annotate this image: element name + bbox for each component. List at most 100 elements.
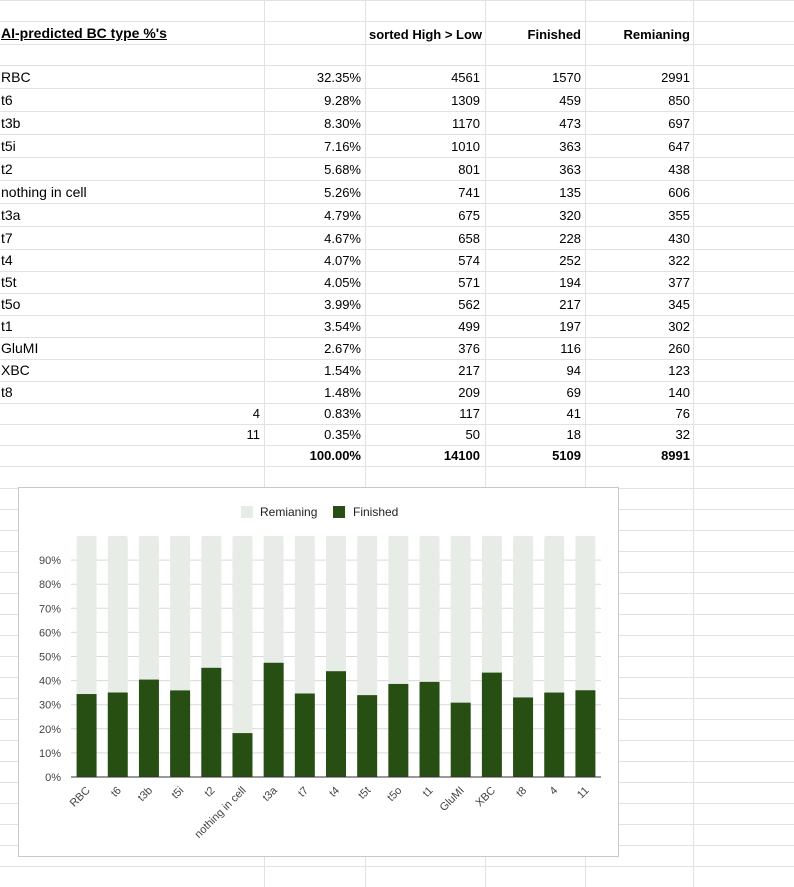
header-finished[interactable]: Finished — [527, 27, 581, 42]
row-finished[interactable]: 1570 — [552, 70, 581, 85]
stacked-bar-chart[interactable]: 0% 10% 20% 30% 40% 50% 60% 70% 80% 90% RBC t6 t3b t5i… — [18, 487, 619, 857]
row-percent[interactable]: 1.54% — [324, 363, 361, 378]
row-percent[interactable]: 7.16% — [324, 139, 361, 154]
row-sorted[interactable]: 376 — [458, 341, 480, 356]
row-finished[interactable]: 69 — [566, 385, 581, 400]
row-sorted[interactable]: 50 — [465, 427, 480, 442]
row-finished[interactable]: 194 — [559, 275, 581, 290]
sheet-title[interactable]: AI-predicted BC type %'s — [1, 25, 167, 41]
row-remaining[interactable]: 850 — [668, 93, 690, 108]
bar-remaining — [294, 536, 315, 694]
row-finished[interactable]: 228 — [559, 231, 581, 246]
row-label[interactable]: t2 — [1, 161, 13, 177]
row-percent[interactable]: 0.83% — [324, 406, 361, 421]
row-remaining[interactable]: 430 — [668, 231, 690, 246]
row-label[interactable]: t5t — [1, 274, 17, 290]
row-remaining[interactable]: 302 — [668, 319, 690, 334]
row-remaining[interactable]: 647 — [668, 139, 690, 154]
row-remaining[interactable]: 355 — [668, 208, 690, 223]
row-label[interactable]: nothing in cell — [1, 184, 87, 200]
row-label[interactable]: t5o — [1, 296, 21, 312]
row-percent[interactable]: 3.99% — [324, 297, 361, 312]
row-label[interactable]: GluMI — [1, 340, 39, 356]
row-label[interactable]: t5i — [1, 138, 16, 154]
row-finished[interactable]: 18 — [566, 427, 581, 442]
row-percent[interactable]: 1.48% — [324, 385, 361, 400]
row-remaining[interactable]: 438 — [668, 162, 690, 177]
row-label[interactable]: RBC — [1, 69, 31, 85]
row-sorted[interactable]: 658 — [458, 231, 480, 246]
row-finished[interactable]: 197 — [559, 319, 581, 334]
row-finished[interactable]: 473 — [559, 116, 581, 131]
bar-finished — [419, 681, 440, 777]
row-percent[interactable]: 4.07% — [324, 253, 361, 268]
row-percent[interactable]: 32.35% — [316, 70, 361, 85]
row-sorted[interactable]: 574 — [458, 253, 480, 268]
row-sorted[interactable]: 499 — [458, 319, 480, 334]
row-remaining[interactable]: 322 — [668, 253, 690, 268]
row-finished[interactable]: 135 — [559, 185, 581, 200]
row-remaining[interactable]: 76 — [675, 406, 690, 421]
row-sorted[interactable]: 4561 — [451, 70, 480, 85]
row-remaining[interactable]: 123 — [668, 363, 690, 378]
row-remaining[interactable]: 606 — [668, 185, 690, 200]
row-sorted[interactable]: 1309 — [451, 93, 480, 108]
row-percent[interactable]: 4.79% — [324, 208, 361, 223]
total-percent[interactable]: 100.00% — [309, 448, 361, 463]
row-remaining[interactable]: 697 — [668, 116, 690, 131]
row-remaining[interactable]: 140 — [668, 385, 690, 400]
row-sorted[interactable]: 1010 — [451, 139, 480, 154]
total-sorted[interactable]: 14100 — [443, 448, 480, 463]
row-finished[interactable]: 320 — [559, 208, 581, 223]
bar-remaining — [138, 536, 159, 680]
row-finished[interactable]: 363 — [559, 162, 581, 177]
row-sorted[interactable]: 117 — [459, 406, 480, 421]
row-remaining[interactable]: 377 — [668, 275, 690, 290]
row-percent[interactable]: 8.30% — [324, 116, 361, 131]
row-label[interactable]: t3a — [1, 207, 21, 223]
row-label[interactable]: t8 — [1, 384, 13, 400]
row-percent[interactable]: 0.35% — [324, 427, 361, 442]
row-finished[interactable]: 363 — [559, 139, 581, 154]
row-sorted[interactable]: 741 — [458, 185, 480, 200]
grid-row-line — [0, 271, 794, 272]
row-percent[interactable]: 4.67% — [324, 231, 361, 246]
row-sorted[interactable]: 675 — [458, 208, 480, 223]
total-remaining[interactable]: 8991 — [661, 448, 690, 463]
row-percent[interactable]: 4.05% — [324, 275, 361, 290]
row-label[interactable]: t3b — [1, 115, 21, 131]
row-percent[interactable]: 9.28% — [324, 93, 361, 108]
row-count[interactable]: 4 — [252, 406, 260, 421]
row-label[interactable]: t1 — [1, 318, 13, 334]
row-sorted[interactable]: 801 — [458, 162, 480, 177]
row-sorted[interactable]: 217 — [458, 363, 480, 378]
row-finished[interactable]: 252 — [559, 253, 581, 268]
row-percent[interactable]: 5.68% — [324, 162, 361, 177]
header-remaining[interactable]: Remianing — [623, 27, 690, 42]
row-label[interactable]: XBC — [1, 362, 30, 378]
row-remaining[interactable]: 2991 — [661, 70, 690, 85]
row-sorted[interactable]: 571 — [458, 275, 480, 290]
row-count[interactable]: 11 — [246, 427, 261, 442]
row-finished[interactable]: 217 — [559, 297, 581, 312]
row-percent[interactable]: 2.67% — [324, 341, 361, 356]
row-sorted[interactable]: 562 — [458, 297, 480, 312]
row-sorted[interactable]: 1170 — [452, 116, 480, 131]
row-remaining[interactable]: 32 — [675, 427, 690, 442]
row-label[interactable]: t6 — [1, 92, 13, 108]
total-finished[interactable]: 5109 — [552, 448, 581, 463]
grid-col-line — [585, 0, 586, 887]
grid-row-line — [0, 44, 794, 45]
row-finished[interactable]: 94 — [566, 363, 581, 378]
row-finished[interactable]: 116 — [560, 341, 581, 356]
header-sorted[interactable]: sorted High > Low — [369, 27, 483, 42]
row-label[interactable]: t4 — [1, 252, 13, 268]
row-finished[interactable]: 459 — [559, 93, 581, 108]
row-finished[interactable]: 41 — [566, 406, 581, 421]
row-label[interactable]: t7 — [1, 230, 13, 246]
row-percent[interactable]: 3.54% — [324, 319, 361, 334]
row-remaining[interactable]: 345 — [668, 297, 690, 312]
row-sorted[interactable]: 209 — [458, 385, 480, 400]
row-percent[interactable]: 5.26% — [324, 185, 361, 200]
row-remaining[interactable]: 260 — [668, 341, 690, 356]
